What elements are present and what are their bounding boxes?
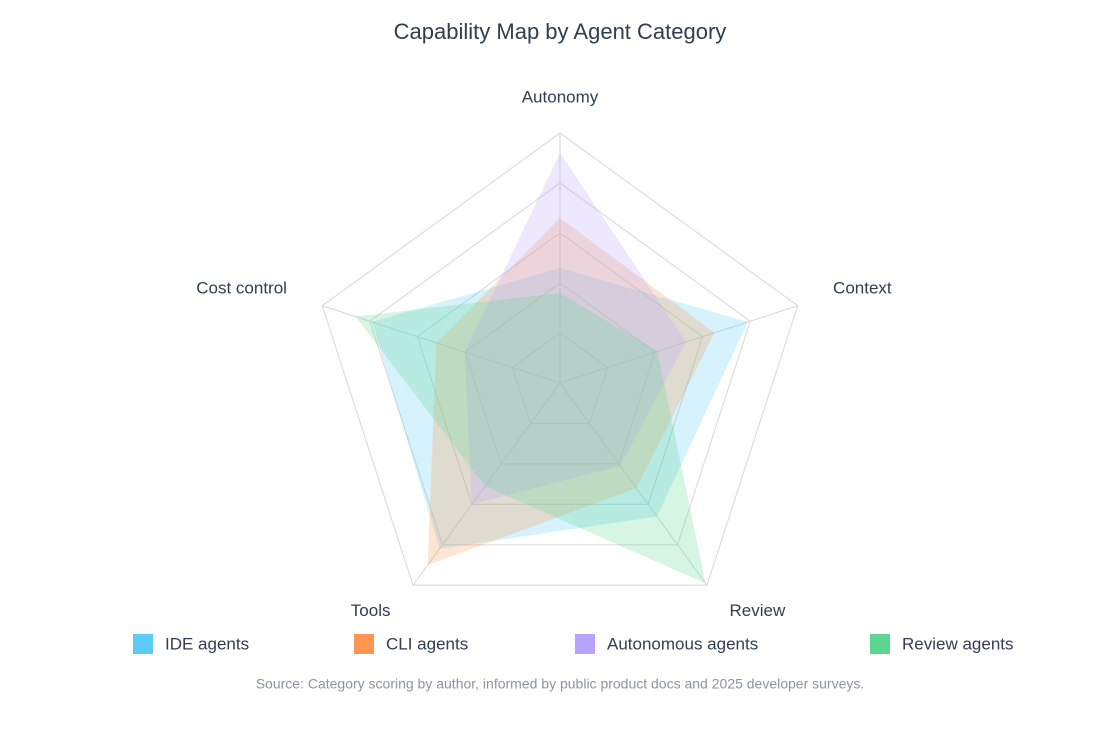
axis-label: Review [730,601,786,620]
series-area [355,293,706,584]
spoke [559,382,708,586]
legend-swatch [575,634,595,654]
grid-ring [511,332,609,425]
source-note: Source: Category scoring by author, info… [256,676,865,692]
axis-label: Autonomy [522,87,599,106]
series-area [427,218,715,566]
legend-swatch [354,634,374,654]
legend-label: IDE agents [165,634,249,653]
legend-swatch [133,634,153,654]
series-area [464,153,687,505]
legend-label: Review agents [902,634,1014,653]
legend-label: Autonomous agents [607,634,758,653]
spoke [412,382,561,586]
axis-label: Tools [351,601,391,620]
grid-ring [369,182,751,546]
legend-label: CLI agents [386,634,468,653]
axis-label: Context [833,278,892,297]
grid-ring [416,232,704,505]
spoke [559,305,798,384]
grid-ring [321,132,799,586]
legend-swatch [870,634,890,654]
series-area [372,268,748,549]
axis-label: Cost control [196,278,287,297]
grid-ring [464,282,656,465]
chart-title: Capability Map by Agent Category [394,19,727,44]
spoke [322,305,561,384]
